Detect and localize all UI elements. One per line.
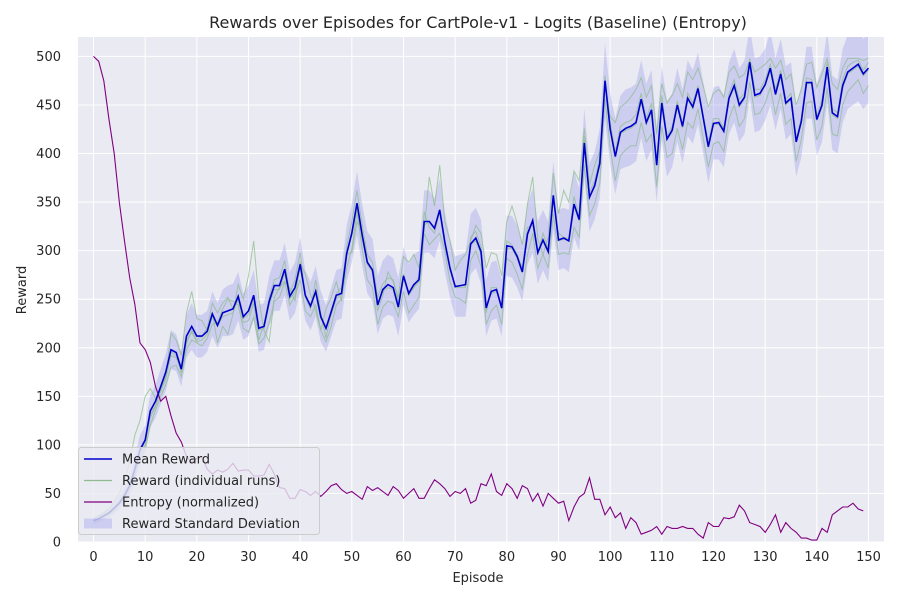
x-tick-label: 0 (89, 550, 97, 565)
individual-run-line (93, 56, 869, 521)
legend: Mean Reward Reward (individual runs) Entro… (78, 447, 320, 535)
y-tick-label: 500 (36, 50, 61, 65)
mean-reward-layer (93, 62, 870, 522)
y-tick-label: 300 (36, 244, 61, 259)
legend-item: Entropy (normalized) (84, 496, 259, 511)
grid-lines (78, 37, 884, 543)
individual-run-line (93, 78, 869, 524)
x-tick-label: 50 (344, 550, 361, 565)
legend-frame (78, 447, 320, 535)
legend-label: Mean Reward (122, 453, 210, 468)
legend-items: Mean Reward Reward (individual runs) Entro… (84, 453, 300, 532)
individual-runs-layer (93, 56, 869, 524)
x-tick-label: 110 (649, 550, 674, 565)
legend-item: Reward (individual runs) (84, 474, 281, 489)
x-tick-label: 10 (137, 550, 154, 565)
legend-swatch (84, 518, 112, 529)
legend-item: Mean Reward (84, 453, 210, 468)
x-tick-label: 150 (856, 550, 881, 565)
legend-label: Reward (individual runs) (122, 474, 281, 489)
individual-run-line (93, 58, 869, 520)
y-tick-label: 150 (36, 390, 61, 405)
x-tick-label: 130 (753, 550, 778, 565)
x-tick-label: 70 (447, 550, 464, 565)
legend-label: Reward Standard Deviation (122, 517, 300, 532)
x-tick-label: 100 (598, 550, 623, 565)
x-tick-label: 80 (499, 550, 516, 565)
y-tick-label: 350 (36, 196, 61, 211)
x-tick-label: 60 (395, 550, 412, 565)
y-tick-label: 250 (36, 293, 61, 308)
y-axis-title: Reward (15, 266, 30, 314)
x-tick-label: 30 (240, 550, 257, 565)
y-tick-label: 450 (36, 98, 61, 113)
y-tick-label: 400 (36, 147, 61, 162)
tick-labels: 0 10 20 30 40 50 60 70 80 90 100 110 120 130 140 150 0 50… (36, 50, 881, 565)
x-tick-label: 20 (189, 550, 206, 565)
y-tick-label: 200 (36, 341, 61, 356)
mean-reward-line (93, 62, 870, 522)
x-tick-label: 90 (550, 550, 567, 565)
std-band (93, 37, 869, 525)
x-tick-label: 140 (804, 550, 829, 565)
x-tick-label: 120 (701, 550, 726, 565)
legend-label: Entropy (normalized) (122, 496, 259, 511)
legend-item: Reward Standard Deviation (84, 517, 300, 532)
y-tick-label: 0 (53, 536, 61, 551)
x-tick-label: 40 (292, 550, 309, 565)
x-axis-title: Episode (452, 571, 503, 586)
chart-title: Rewards over Episodes for CartPole-v1 - … (209, 13, 747, 32)
y-tick-label: 100 (36, 438, 61, 453)
y-tick-label: 50 (44, 487, 61, 502)
std-band-layer (93, 37, 869, 525)
